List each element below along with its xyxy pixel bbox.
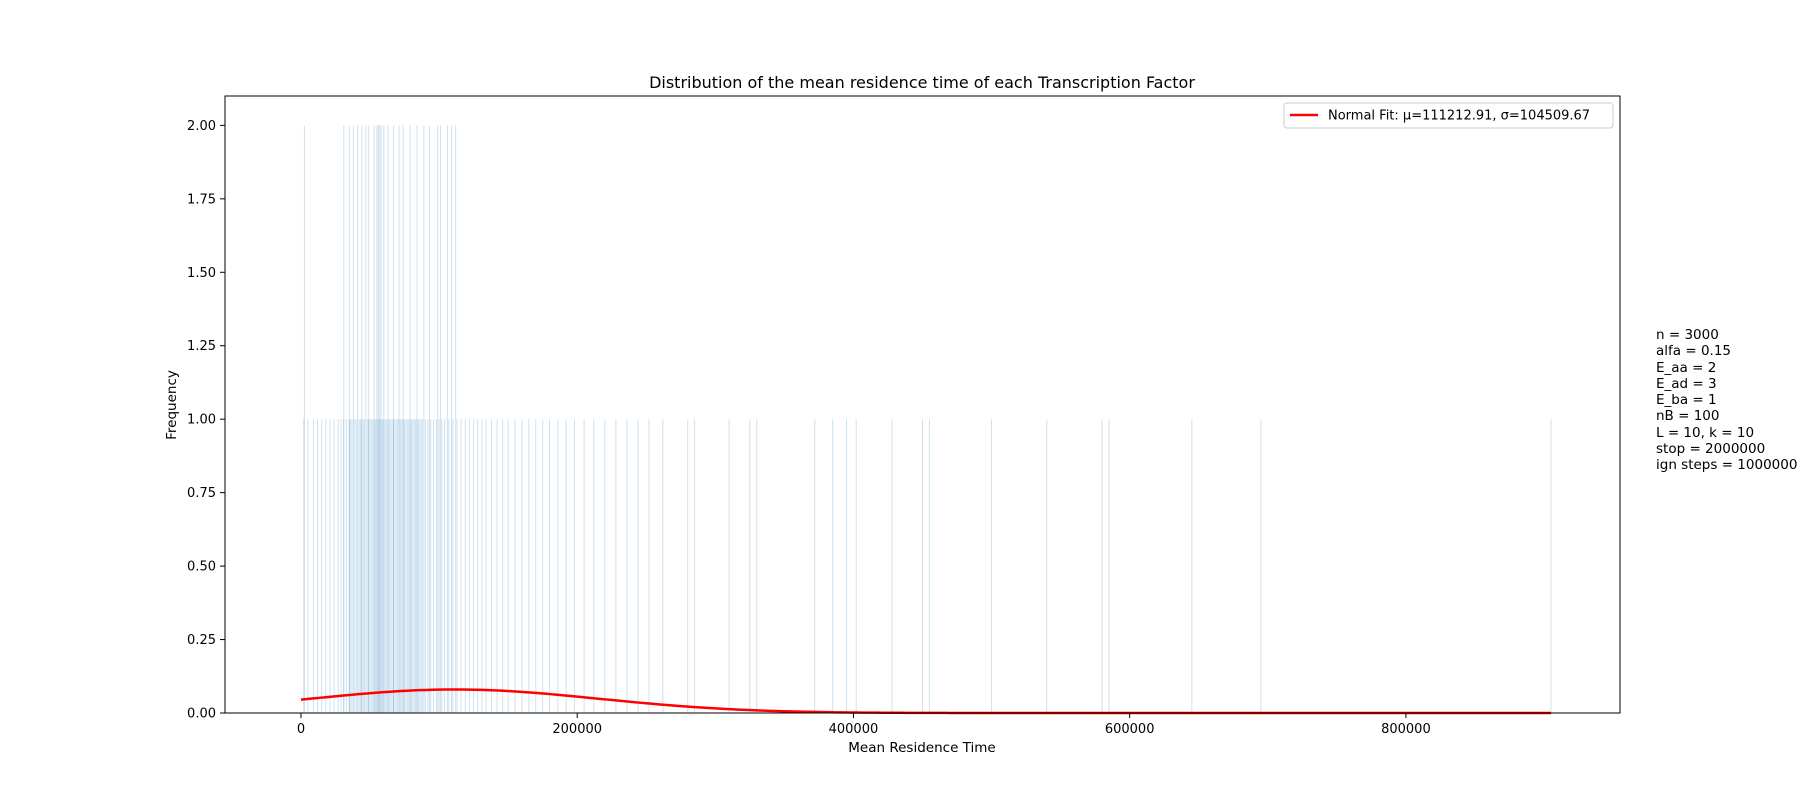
x-tick-label: 600000 xyxy=(1105,722,1155,737)
param-line: stop = 2000000 xyxy=(1656,441,1766,458)
x-tick-label: 200000 xyxy=(552,722,602,737)
legend: Normal Fit: μ=111212.91, σ=104509.67 xyxy=(1283,102,1614,129)
param-line: nB = 100 xyxy=(1656,408,1720,425)
plot-frame xyxy=(224,95,1621,714)
y-tick-label: 1.50 xyxy=(187,266,216,281)
normal-fit-layer xyxy=(300,688,1551,715)
normal-fit-line xyxy=(300,688,1551,715)
x-tick-label: 400000 xyxy=(829,722,879,737)
param-line: alfa = 0.15 xyxy=(1656,343,1732,360)
param-line: E_aa = 2 xyxy=(1656,359,1717,376)
y-axis-label: Frequency xyxy=(164,370,180,440)
y-tick-label: 0.75 xyxy=(187,486,216,501)
legend-box xyxy=(1283,102,1614,129)
y-axis-ticks: 0.00 0.25 0.50 0.75 1.00 1.25 1.50 1.75 2.00 xyxy=(187,119,225,722)
x-tick-label: 800000 xyxy=(1381,722,1431,737)
y-tick-label: 1.00 xyxy=(187,413,216,428)
y-tick-label: 2.00 xyxy=(187,119,216,134)
param-line: ign steps = 1000000 xyxy=(1656,457,1798,474)
chart-title: Distribution of the mean residence time … xyxy=(649,73,1195,92)
y-tick-label: 1.25 xyxy=(187,339,216,354)
param-line: E_ad = 3 xyxy=(1656,375,1717,392)
y-tick-label: 0.00 xyxy=(187,707,216,722)
x-axis-label: Mean Residence Time xyxy=(848,740,995,756)
y-tick-label: 1.75 xyxy=(187,192,216,207)
y-tick-label: 0.25 xyxy=(187,633,216,648)
parameter-annotation: n = 3000 alfa = 0.15 E_aa = 2 E_ad = 3 E… xyxy=(1656,327,1797,474)
histogram-bars xyxy=(303,125,1552,713)
param-line: n = 3000 xyxy=(1656,327,1719,343)
param-line: L = 10, k = 10 xyxy=(1656,424,1755,441)
x-axis-ticks: 0 200000 400000 600000 800000 xyxy=(297,713,1431,737)
legend-label-normal-fit: Normal Fit: μ=111212.91, σ=104509.67 xyxy=(1328,109,1590,124)
param-line: E_ba = 1 xyxy=(1656,392,1717,409)
y-tick-label: 0.50 xyxy=(187,560,216,575)
x-tick-label: 0 xyxy=(297,722,305,737)
